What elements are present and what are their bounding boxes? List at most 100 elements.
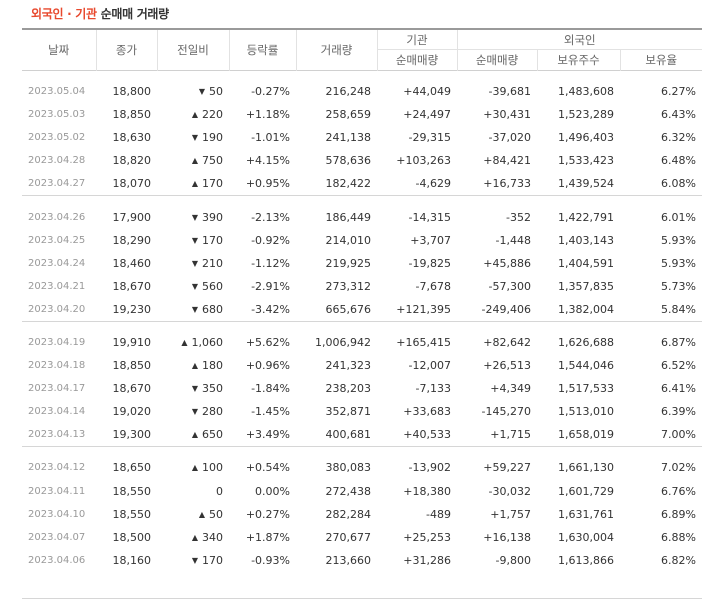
cell-close: 19,910	[112, 335, 152, 349]
group-divider	[22, 195, 702, 198]
group-gap	[22, 323, 702, 331]
cell-rate: +1.18%	[245, 108, 290, 122]
cell-volume: 352,871	[325, 405, 372, 419]
cell-foreign-ratio: 5.93%	[661, 256, 696, 270]
cell-rate: -1.12%	[251, 256, 290, 270]
cell-change: ▼ 170	[157, 229, 229, 252]
header-spacer	[22, 71, 702, 81]
group-gap	[22, 197, 702, 205]
cell-foreign-net: -145,270	[481, 405, 531, 419]
cell-date: 2023.04.07	[28, 531, 86, 543]
change-value: 170	[202, 233, 223, 247]
cell-foreign-ratio: 6.52%	[661, 359, 696, 373]
header-foreign: 외국인	[456, 29, 702, 50]
triangle-up-icon: ▲	[191, 463, 198, 473]
cell-foreign-net: +84,421	[483, 154, 531, 168]
cell-change: ▼ 50	[157, 80, 229, 103]
table-row: 2023.04.11 18,550 0 0.00% 272,438 +18,380 -30,…	[22, 480, 702, 503]
cell-rate: 0.00%	[255, 484, 290, 498]
cell-rate: -1.45%	[251, 405, 290, 419]
cell-foreign-holdings: 1,613,866	[558, 553, 614, 567]
cell-volume: 258,659	[325, 108, 372, 122]
change-value: 560	[202, 279, 223, 293]
table-row: 2023.04.27 18,070 ▲ 170 +0.95% 182,422 -4,629 +…	[22, 172, 702, 196]
cell-rate: -0.92%	[251, 233, 290, 247]
table-row: 2023.04.07 18,500 ▲ 340 +1.87% 270,677 +25,253…	[22, 526, 702, 549]
cell-institution-net: +44,049	[403, 85, 451, 99]
cell-volume: 216,248	[325, 85, 372, 99]
cell-institution-net: -19,825	[408, 256, 451, 270]
cell-close: 17,900	[112, 210, 152, 224]
cell-volume: 273,312	[325, 279, 372, 293]
triangle-down-icon: ▼	[191, 304, 198, 314]
cell-foreign-net: -1,448	[495, 233, 531, 247]
triangle-up-icon: ▲	[191, 179, 198, 189]
change-value: 280	[202, 405, 223, 419]
change-value: 340	[202, 530, 223, 544]
cell-close: 18,850	[112, 359, 152, 373]
header-rate: 등락률	[228, 29, 296, 71]
cell-rate: +0.95%	[245, 177, 290, 191]
cell-foreign-ratio: 6.48%	[661, 154, 696, 168]
cell-change: ▲ 180	[157, 354, 229, 377]
change-value: 220	[202, 108, 223, 122]
cell-close: 18,460	[112, 256, 152, 270]
cell-institution-net: +3,707	[410, 233, 451, 247]
cell-change: ▼ 560	[157, 275, 229, 298]
table-row: 2023.04.28 18,820 ▲ 750 +4.15% 578,636 +103,26…	[22, 149, 702, 172]
cell-date: 2023.04.24	[28, 257, 86, 269]
cell-change: ▼ 170	[157, 549, 229, 572]
triangle-down-icon: ▼	[191, 407, 198, 417]
cell-volume: 238,203	[325, 382, 372, 396]
change-value: 0	[216, 484, 223, 498]
cell-foreign-ratio: 5.84%	[661, 302, 696, 316]
cell-foreign-net: -352	[506, 210, 531, 224]
cell-date: 2023.04.12	[28, 462, 86, 474]
change-value: 1,060	[191, 335, 224, 349]
cell-volume: 282,284	[325, 507, 372, 521]
cell-institution-net: -7,678	[415, 279, 451, 293]
change-value: 50	[209, 507, 223, 521]
cell-institution-net: -489	[426, 507, 451, 521]
cell-volume: 400,681	[325, 428, 372, 442]
cell-foreign-ratio: 7.00%	[661, 428, 696, 442]
cell-foreign-ratio: 6.27%	[661, 85, 696, 99]
investor-trading-table: 날짜 종가 전일비 등락률 거래량 기관 외국인 순매매량 순매매량 보유주수 …	[22, 28, 702, 572]
table-row: 2023.04.20 19,230 ▼ 680 -3.42% 665,676 +121,39…	[22, 298, 702, 322]
cell-volume: 578,636	[325, 154, 372, 168]
cell-close: 19,230	[112, 302, 152, 316]
group-divider	[22, 446, 702, 449]
triangle-down-icon: ▼	[191, 555, 198, 565]
cell-change: ▼ 190	[157, 126, 229, 149]
cell-rate: +5.62%	[245, 335, 290, 349]
cell-foreign-holdings: 1,658,019	[558, 428, 614, 442]
cell-change: ▼ 280	[157, 400, 229, 423]
cell-close: 18,070	[112, 177, 152, 191]
cell-change: ▲ 340	[157, 526, 229, 549]
header-foreign-ratio: 보유율	[619, 49, 702, 71]
triangle-up-icon: ▲	[191, 110, 198, 120]
cell-volume: 270,677	[325, 530, 372, 544]
triangle-up-icon: ▲	[181, 337, 188, 347]
group-divider	[22, 321, 702, 323]
cell-date: 2023.04.25	[28, 234, 86, 246]
header-change: 전일비	[156, 29, 229, 71]
triangle-down-icon: ▼	[191, 235, 198, 245]
change-value: 50	[209, 85, 223, 99]
cell-change: ▲ 1,060	[157, 331, 229, 354]
cell-institution-net: +31,286	[403, 553, 451, 567]
cell-foreign-ratio: 6.43%	[661, 108, 696, 122]
table-body: 2023.05.04 18,800 ▼ 50 -0.27% 216,248 +44,049 -…	[22, 71, 702, 572]
cell-close: 18,820	[112, 154, 152, 168]
cell-foreign-holdings: 1,382,004	[558, 302, 614, 316]
cell-date: 2023.04.18	[28, 360, 86, 372]
cell-date: 2023.04.14	[28, 406, 86, 418]
cell-close: 18,670	[112, 382, 152, 396]
cell-foreign-holdings: 1,533,423	[558, 154, 614, 168]
triangle-down-icon: ▼	[191, 281, 198, 291]
triangle-down-icon: ▼	[191, 212, 198, 222]
cell-volume: 241,138	[325, 131, 372, 145]
header-institution: 기관	[376, 29, 457, 50]
cell-foreign-net: +16,138	[483, 530, 531, 544]
cell-foreign-net: -39,681	[488, 85, 531, 99]
